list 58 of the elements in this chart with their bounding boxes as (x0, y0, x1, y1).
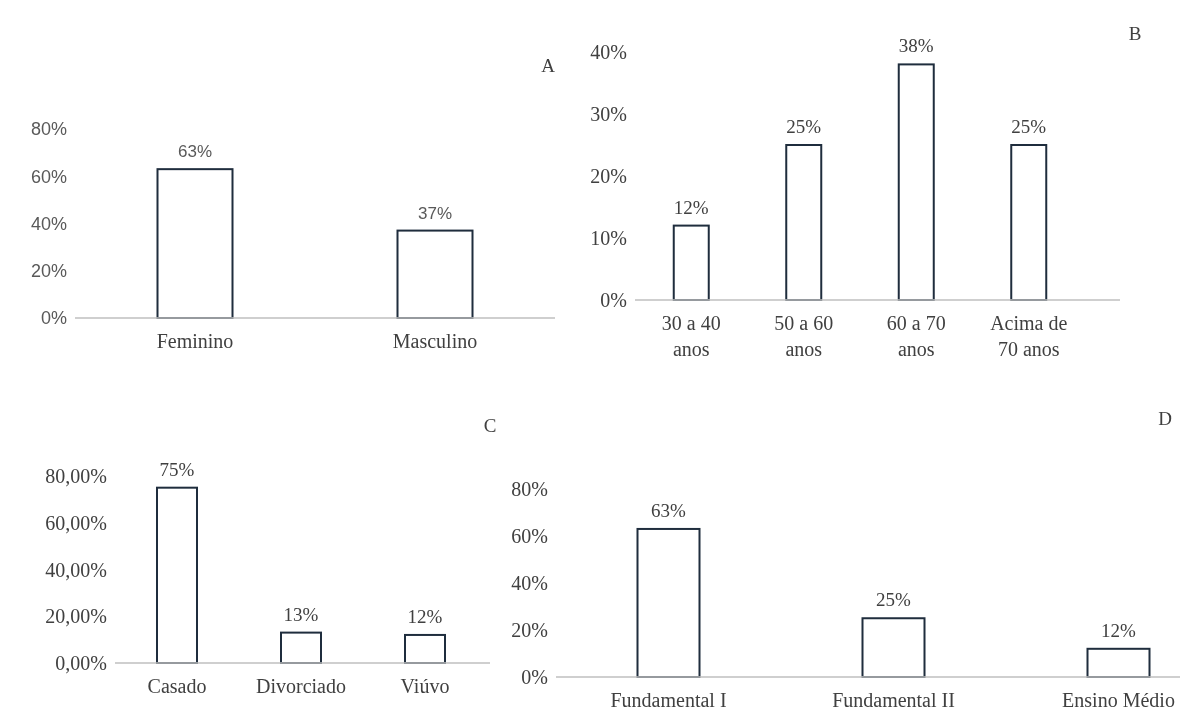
x-tick-label: Acima de 70 anos (990, 312, 1068, 360)
y-tick-label: 40,00% (45, 558, 107, 581)
bar (280, 631, 322, 664)
chart-title: D (1158, 408, 1172, 429)
y-tick-label: 80,00% (45, 465, 107, 487)
x-tick-label: Ensino Médio (1062, 689, 1175, 711)
bar (1086, 647, 1151, 678)
y-tick-label: 20,00% (45, 605, 107, 628)
x-tick-label: 60 a 70 anos (886, 312, 946, 360)
data-label: 63% (177, 142, 213, 162)
bar (636, 527, 701, 678)
y-tick-label: 0,00% (55, 652, 107, 674)
bar (785, 144, 823, 301)
chart-title: A (541, 55, 556, 76)
y-tick-label: 20% (590, 165, 627, 187)
bar (861, 617, 926, 678)
x-tick-label: 50 a 60 anos (774, 312, 834, 360)
x-tick-label: Fundamental II (832, 689, 955, 711)
x-tick-label: Divorciado (256, 675, 346, 697)
y-tick-label: 60,00% (45, 511, 107, 534)
bar (404, 633, 446, 664)
data-label: 13% (283, 603, 319, 625)
data-label: 25% (1011, 116, 1047, 137)
y-tick-label: 30% (590, 103, 627, 125)
chart-title: C (483, 415, 497, 436)
y-tick-label: 20% (30, 261, 67, 282)
y-tick-label: 40% (590, 41, 627, 63)
y-tick-label: 0% (521, 666, 548, 688)
data-label: 63% (651, 499, 687, 521)
data-label: 75% (159, 458, 195, 480)
bar (1010, 144, 1048, 301)
y-tick-label: 80% (511, 478, 548, 500)
data-label: 12% (407, 605, 443, 627)
y-tick-label: 20% (511, 619, 548, 641)
data-label: 12% (1101, 619, 1137, 641)
x-tick-label: Fundamental I (610, 689, 727, 711)
bar (672, 224, 710, 301)
y-tick-label: 60% (30, 166, 67, 187)
y-tick-label: 60% (511, 525, 548, 547)
y-tick-label: 0% (40, 308, 67, 329)
y-tick-label: 80% (30, 119, 67, 140)
data-label: 37% (417, 203, 453, 223)
bar (156, 486, 198, 664)
data-label: 38% (898, 35, 934, 57)
data-label: 25% (876, 589, 912, 611)
x-tick-label: Viúvo (400, 675, 450, 697)
data-label: 12% (673, 196, 709, 218)
y-tick-label: 40% (511, 572, 548, 594)
x-tick-label: 30 a 40 anos (661, 312, 721, 360)
y-tick-label: 10% (590, 227, 627, 249)
x-tick-label: Masculino (392, 330, 478, 352)
x-tick-label: Feminino (156, 330, 234, 352)
data-label: 25% (786, 116, 822, 137)
y-tick-label: 0% (600, 289, 627, 311)
x-tick-label: Casado (147, 675, 207, 697)
chart-title: B (1128, 23, 1142, 44)
y-tick-label: 40% (30, 213, 67, 234)
bar (897, 63, 935, 301)
